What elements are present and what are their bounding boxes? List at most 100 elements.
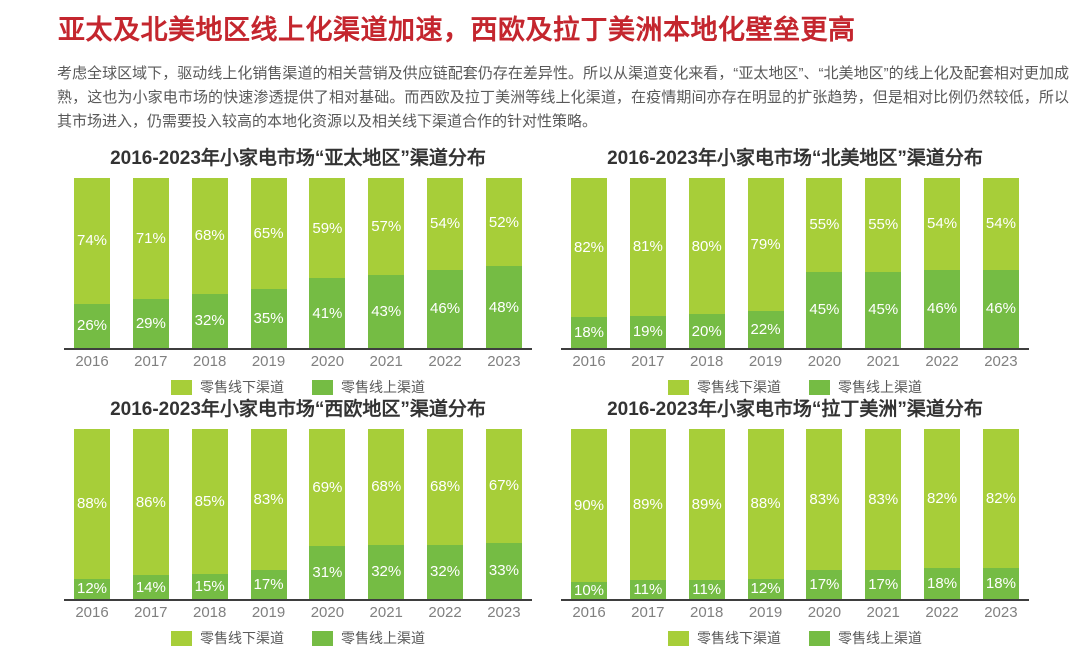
online-segment: 26% (74, 303, 110, 348)
offline-value-label: 82% (927, 490, 958, 508)
legend-offline: 零售线下渠道 (171, 628, 284, 648)
offline-segment: 82% (571, 178, 607, 318)
online-value-label: 32% (371, 563, 402, 581)
online-segment: 18% (982, 568, 1019, 599)
chart-legend: 零售线下渠道 零售线上渠道 (555, 377, 1035, 397)
online-value-label: 14% (135, 578, 166, 596)
offline-value-label: 83% (868, 491, 899, 509)
offline-value-label: 54% (985, 215, 1016, 233)
stacked-bar: 71% 29% (132, 178, 169, 348)
online-value-label: 19% (632, 323, 663, 341)
online-segment: 10% (571, 582, 607, 599)
stacked-bar: 59% 41% (309, 178, 346, 348)
stacked-bar: 54% 46% (924, 178, 961, 348)
page-title: 亚太及北美地区线上化渠道加速，西欧及拉丁美洲本地化壁垒更高 (58, 15, 856, 45)
offline-segment: 89% (688, 429, 725, 581)
offline-value-label: 54% (927, 215, 958, 233)
chart-western-europe: 2016-2023年小家电市场“西欧地区”渠道分布 88% 12% 86% 14% 85… (58, 394, 538, 648)
legend-offline-swatch-icon (171, 379, 192, 395)
bar-2019: 88% 12% (746, 429, 786, 599)
year-label: 2020 (807, 352, 842, 370)
online-segment: 22% (747, 310, 784, 348)
online-value-label: 33% (488, 562, 519, 580)
intro-paragraph: 考虑全球区域下，驱动线上化销售渠道的相关营销及供应链配套仍存在差异性。所以从渠道… (57, 65, 1069, 130)
online-segment: 41% (309, 278, 346, 348)
year-label: 2017 (631, 352, 665, 370)
x-axis-labels: 2016 2017 2018 2019 2020 2021 2022 2023 (561, 350, 1029, 372)
year-label: 2023 (487, 352, 521, 370)
offline-value-label: 74% (76, 232, 108, 250)
year-label: 2023 (487, 603, 521, 621)
legend-offline: 零售线下渠道 (668, 628, 781, 648)
bar-2021: 55% 45% (863, 178, 903, 348)
offline-value-label: 59% (312, 219, 343, 237)
plot-area: 74% 26% 71% 29% 68% 32% 65% 35% 59% 41% 57% 43% 54% 4… (64, 178, 532, 350)
online-segment: 33% (485, 542, 522, 599)
offline-segment: 55% (806, 178, 843, 272)
online-segment: 18% (924, 568, 961, 599)
offline-value-label: 68% (430, 478, 461, 496)
bar-2019: 79% 22% (746, 178, 786, 348)
year-label: 2022 (428, 603, 462, 621)
offline-value-label: 88% (76, 495, 108, 513)
offline-value-label: 85% (194, 492, 225, 510)
offline-segment: 54% (427, 178, 464, 270)
year-label: 2021 (369, 352, 403, 370)
online-value-label: 31% (312, 564, 343, 582)
offline-segment: 82% (924, 429, 961, 569)
offline-segment: 59% (309, 178, 346, 279)
online-segment: 29% (132, 298, 169, 348)
offline-segment: 81% (629, 178, 666, 316)
bar-2023: 54% 46% (981, 178, 1021, 348)
bar-2018: 68% 32% (190, 178, 230, 348)
online-value-label: 45% (868, 301, 899, 319)
bar-2020: 55% 45% (804, 178, 844, 348)
stacked-bar: 90% 10% (571, 429, 607, 599)
offline-segment: 79% (747, 178, 784, 311)
bar-2018: 89% 11% (687, 429, 727, 599)
year-label: 2020 (310, 352, 345, 370)
online-value-label: 32% (430, 563, 461, 581)
offline-segment: 69% (309, 429, 346, 547)
legend-offline-swatch-icon (668, 379, 689, 395)
offline-value-label: 88% (750, 495, 781, 513)
legend-offline-label: 零售线下渠道 (200, 630, 284, 646)
online-segment: 12% (74, 578, 110, 599)
stacked-bar: 65% 35% (250, 178, 287, 348)
stacked-bar: 83% 17% (865, 429, 902, 599)
year-label: 2018 (193, 352, 227, 370)
legend-online-label: 零售线上渠道 (838, 379, 922, 395)
online-value-label: 17% (253, 576, 284, 594)
legend-offline-label: 零售线下渠道 (200, 379, 284, 395)
online-value-label: 32% (194, 312, 225, 330)
x-axis-labels: 2016 2017 2018 2019 2020 2021 2022 2023 (64, 601, 532, 623)
x-axis-labels: 2016 2017 2018 2019 2020 2021 2022 2023 (561, 601, 1029, 623)
offline-segment: 55% (865, 178, 902, 272)
year-label: 2023 (984, 603, 1018, 621)
online-value-label: 46% (430, 300, 461, 318)
online-segment: 45% (865, 271, 902, 348)
online-value-label: 18% (985, 575, 1016, 593)
offline-value-label: 81% (632, 238, 663, 256)
legend-online-swatch-icon (312, 379, 333, 395)
stacked-bar: 83% 17% (806, 429, 843, 599)
offline-value-label: 82% (985, 490, 1016, 508)
stacked-bar: 82% 18% (571, 178, 607, 348)
bar-2022: 68% 32% (425, 429, 465, 599)
legend-offline: 零售线下渠道 (171, 377, 284, 397)
offline-segment: 83% (865, 429, 902, 571)
plot-area: 82% 18% 81% 19% 80% 20% 79% 22% 55% 45% 55% 45% 54% 4… (561, 178, 1029, 350)
online-segment: 15% (191, 573, 228, 599)
year-label: 2017 (631, 603, 665, 621)
bar-2018: 85% 15% (190, 429, 230, 599)
plot-area: 90% 10% 89% 11% 89% 11% 88% 12% 83% 17% 83% 17% 82% 1… (561, 429, 1029, 601)
year-label: 2020 (807, 603, 842, 621)
offline-value-label: 79% (750, 235, 781, 253)
bar-2018: 80% 20% (687, 178, 727, 348)
year-label: 2018 (690, 352, 724, 370)
online-segment: 11% (688, 580, 725, 599)
plot-area: 88% 12% 86% 14% 85% 15% 83% 17% 69% 31% 68% 32% 68% 3… (64, 429, 532, 601)
online-value-label: 11% (692, 581, 722, 599)
bar-2022: 82% 18% (922, 429, 962, 599)
